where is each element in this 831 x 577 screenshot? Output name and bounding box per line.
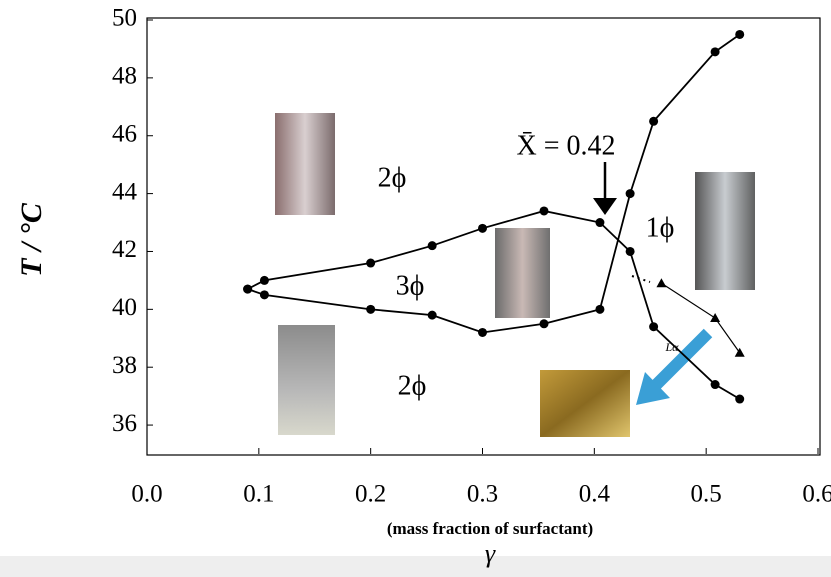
circle-marker [540,206,549,215]
photo [695,172,755,290]
page: T / °C (mass fraction of surfactant) γ 3… [0,0,831,577]
annotation: X̄ = 0.42 [516,130,615,161]
circle-marker [366,305,375,314]
circle-marker [260,276,269,285]
circle-marker [243,285,252,294]
circle-marker [478,328,487,337]
annotation: 3ϕ [396,270,425,301]
x-tick-label: 0.2 [355,481,386,508]
circle-marker [428,241,437,250]
y-tick-label: 50 [112,5,137,32]
y-axis-label: T / °C [15,202,48,277]
chart: T / °C (mass fraction of surfactant) γ 3… [0,0,831,577]
pointer-arrow [593,162,617,215]
circle-marker [540,319,549,328]
triangle-marker [656,278,666,287]
annotation: 1ϕ [646,212,675,243]
x-tick-label: 0.6 [802,481,831,508]
annotation: Lα [665,340,680,354]
circle-marker [735,395,744,404]
circle-marker [595,218,604,227]
circle-marker [478,224,487,233]
circle-marker [366,259,375,268]
triangle-marker [710,313,720,322]
annotation: 2ϕ [398,370,427,401]
circle-marker [595,305,604,314]
footer-band [0,556,831,577]
circle-marker [626,189,635,198]
circle-marker [260,290,269,299]
circle-marker [735,30,744,39]
circle-marker [649,117,658,126]
y-tick-label: 40 [112,294,137,321]
x-tick-label: 0.1 [243,481,274,508]
x-tick-label: 0.3 [467,481,498,508]
photo [275,113,335,215]
y-tick-label: 42 [112,236,137,263]
x-tick-label: 0.5 [691,481,722,508]
annotation: 2ϕ [378,162,407,193]
circle-marker [649,322,658,331]
y-tick-label: 36 [112,410,137,437]
circle-marker [711,380,720,389]
triangle-marker [735,348,745,357]
y-tick-label: 46 [112,120,137,147]
x-tick-label: 0.4 [579,481,611,508]
circle-marker [428,311,437,320]
photo [278,325,335,435]
circle-marker [711,47,720,56]
x-tick-label: 0.0 [131,481,162,508]
dotted-connector [632,276,650,282]
photo [540,370,630,437]
y-tick-label: 48 [112,63,137,90]
photo [495,228,550,318]
x-axis-label: (mass fraction of surfactant) [387,519,593,538]
y-tick-label: 44 [112,178,138,205]
y-tick-label: 38 [112,352,137,379]
x-axis-symbol: γ [485,539,496,568]
circle-marker [626,247,635,256]
